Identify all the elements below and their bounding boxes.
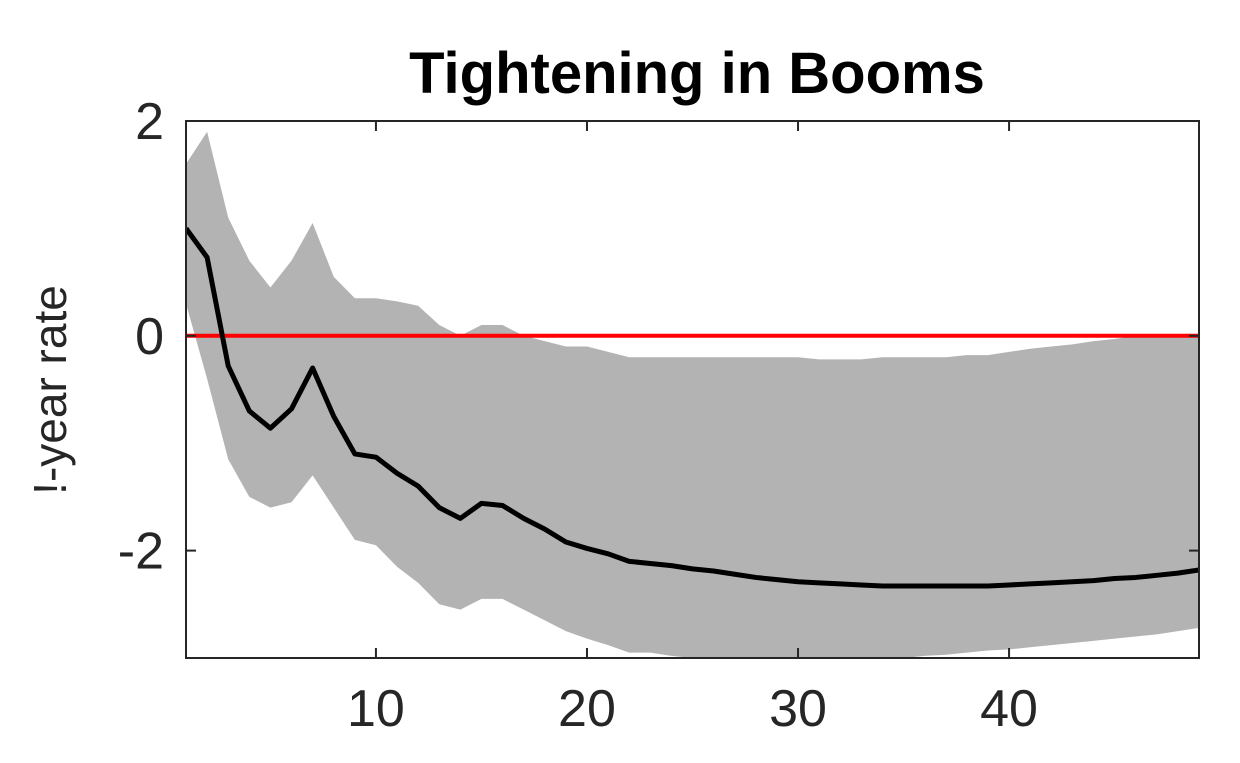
y-axis-label: !-year rate: [24, 285, 76, 495]
x-axis: 10 20 30 40: [347, 121, 1038, 738]
y-tick-label: 2: [135, 93, 164, 151]
x-tick-label: 40: [980, 680, 1038, 738]
y-tick-label: -2: [118, 523, 164, 581]
x-tick-label: 30: [769, 680, 827, 738]
plot-area: [186, 131, 1199, 658]
axes-box: [185, 120, 1200, 659]
y-tick-label: 0: [135, 308, 164, 366]
x-tick-label: 20: [558, 680, 616, 738]
chart-title: Tightening in Booms: [409, 41, 985, 106]
confidence-band: [186, 131, 1199, 658]
x-tick-label: 10: [347, 680, 405, 738]
series-line: [186, 226, 1199, 589]
y-axis: 2 0 -2: [118, 93, 1199, 581]
